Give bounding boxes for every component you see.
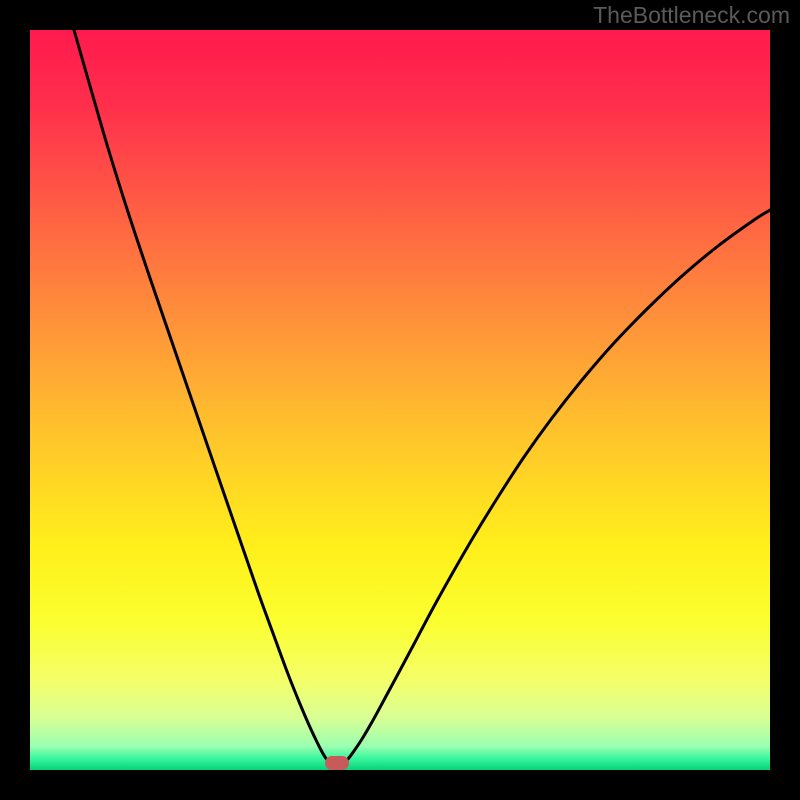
dip-marker [325,756,349,770]
plot-area [30,30,770,770]
plot-svg [30,30,770,770]
chart-frame: TheBottleneck.com [0,0,800,800]
gradient-background [30,30,770,770]
watermark-text: TheBottleneck.com [593,2,790,29]
